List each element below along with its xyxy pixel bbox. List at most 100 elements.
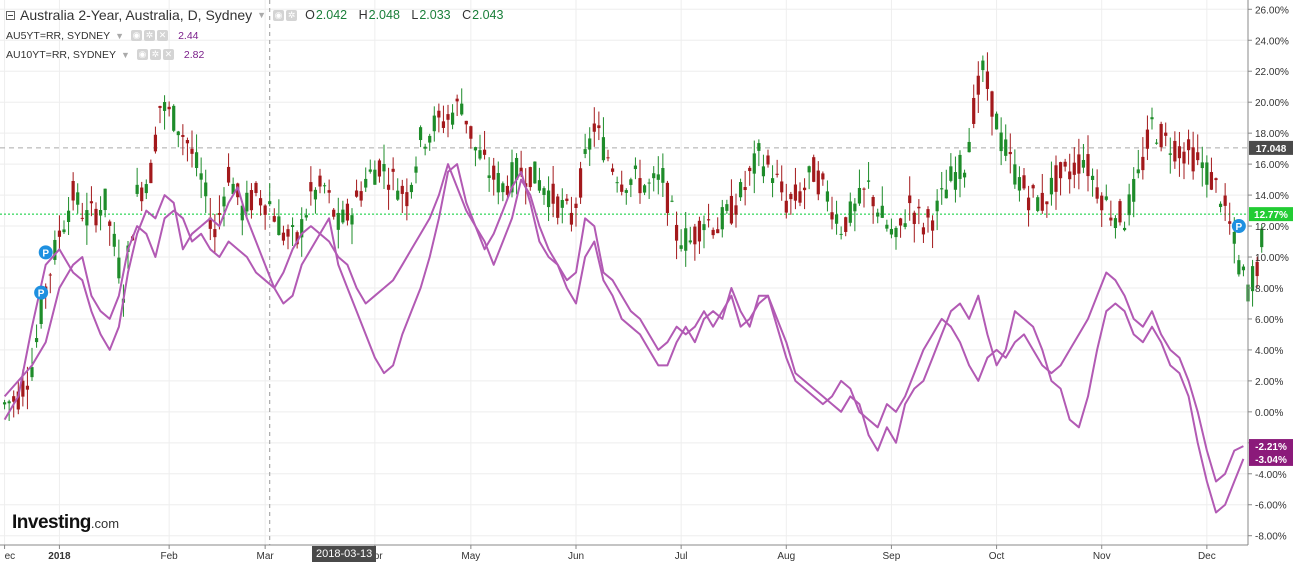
series-line-1 xyxy=(3,163,1245,514)
collapse-icon[interactable] xyxy=(6,10,15,20)
chevron-down-icon[interactable]: ▼ xyxy=(115,30,125,41)
candle-body xyxy=(1049,177,1054,195)
candle-body xyxy=(793,184,798,201)
markers[interactable]: P P P xyxy=(34,219,1246,300)
candle-body xyxy=(1095,187,1099,199)
candle-body xyxy=(217,213,222,215)
candle-body xyxy=(546,190,551,208)
sub1-series-title[interactable]: AU5YT=RR, SYDNEY xyxy=(6,29,111,42)
candle-body xyxy=(789,193,793,200)
series-badge-2-bg xyxy=(1249,451,1293,466)
candle-body xyxy=(1122,227,1127,231)
chevron-down-icon[interactable]: ▼ xyxy=(121,49,130,60)
candle-body xyxy=(615,182,619,184)
candle-body xyxy=(738,182,743,198)
candle-body xyxy=(807,166,811,173)
candle-body xyxy=(720,207,724,230)
p-marker[interactable]: P xyxy=(1231,219,1246,234)
candle-body xyxy=(345,203,350,221)
gear-icon[interactable]: ✲ xyxy=(149,49,161,60)
candle-body xyxy=(254,182,258,193)
candle-body xyxy=(706,219,711,221)
marker-label: P xyxy=(42,248,49,259)
candle-body xyxy=(290,225,295,227)
candle-body xyxy=(231,183,235,195)
candle-body xyxy=(999,132,1003,152)
candle-body xyxy=(1100,195,1104,211)
current-badge-bg xyxy=(1249,207,1293,222)
candle-body xyxy=(821,173,825,180)
candle-body xyxy=(39,298,43,324)
candle-body xyxy=(853,203,857,212)
y-tick-label: 20.00% xyxy=(1255,98,1289,109)
candle-body xyxy=(441,121,446,128)
close-icon[interactable]: ✕ xyxy=(157,30,169,41)
candle-body xyxy=(373,169,377,185)
series-lines xyxy=(3,163,1245,514)
candle-body xyxy=(1104,196,1108,200)
p-marker[interactable]: P xyxy=(38,245,53,260)
candle-body xyxy=(766,155,770,165)
candle-body xyxy=(894,227,898,238)
candle-body xyxy=(327,190,331,193)
candle-body xyxy=(1113,218,1118,229)
candle-body xyxy=(784,200,788,213)
eye-icon[interactable]: ◉ xyxy=(131,30,143,41)
candle-body xyxy=(359,191,363,201)
candle-body xyxy=(844,217,848,232)
candle-body xyxy=(665,182,670,213)
candle-body xyxy=(981,60,985,71)
legend-sub1: AU5YT=RR, SYDNEY ▼ ◉ ✲ ✕ 2.44 xyxy=(6,26,511,45)
candle-body xyxy=(889,228,894,235)
candle-body xyxy=(2,402,7,405)
candle-body xyxy=(332,209,336,217)
candle-body xyxy=(1214,178,1218,181)
candle-body xyxy=(656,174,660,180)
candle-body xyxy=(240,205,244,221)
candle-body xyxy=(460,103,464,115)
candle-body xyxy=(364,178,368,188)
candle-body xyxy=(62,229,66,233)
candle-body xyxy=(1090,175,1095,181)
candle-body xyxy=(510,162,514,193)
candle-body xyxy=(1159,123,1163,148)
gear-icon[interactable]: ✲ xyxy=(144,30,156,41)
candle-body xyxy=(871,197,875,207)
candle-body xyxy=(1058,162,1063,179)
eye-icon[interactable]: ◉ xyxy=(273,9,285,21)
grid xyxy=(0,0,1248,545)
sub2-series-title[interactable]: AU10YT=RR, SYDNEY xyxy=(6,48,116,61)
chevron-down-icon[interactable]: ▼ xyxy=(257,10,267,20)
candle-body xyxy=(428,135,432,143)
candle-body xyxy=(350,215,354,225)
candle-body xyxy=(469,126,473,139)
candle-body xyxy=(834,214,839,224)
series-badge-1-label: -2.21% xyxy=(1255,442,1287,453)
candle-body xyxy=(7,401,11,404)
candle-body xyxy=(48,274,52,276)
candle-body xyxy=(322,185,327,187)
candle-body xyxy=(1141,156,1145,171)
candle-body xyxy=(1086,154,1090,177)
close-icon[interactable]: ✕ xyxy=(162,49,174,60)
candle-body xyxy=(185,140,190,144)
candle-body xyxy=(149,162,153,184)
candle-body xyxy=(542,188,546,195)
gear-icon[interactable]: ✲ xyxy=(286,9,298,21)
candle-body xyxy=(1013,164,1017,185)
price-badge-bg xyxy=(1249,140,1293,155)
candle-body xyxy=(57,230,62,237)
current-badge: 12.77% xyxy=(1249,207,1293,222)
current-badge-label: 12.77% xyxy=(1254,210,1288,221)
p-marker[interactable]: P xyxy=(34,285,49,300)
candle-body xyxy=(12,396,16,402)
candle-body xyxy=(1081,159,1086,168)
candle-body xyxy=(1022,175,1026,189)
eye-icon[interactable]: ◉ xyxy=(136,49,148,60)
candle-body xyxy=(1223,195,1227,206)
main-series-title[interactable]: Australia 2-Year, Australia, D, Sydney xyxy=(20,7,253,23)
series-badge-2-label: -3.04% xyxy=(1255,455,1287,466)
x-tick-label: Jul xyxy=(675,551,688,562)
candle-body xyxy=(309,182,313,192)
